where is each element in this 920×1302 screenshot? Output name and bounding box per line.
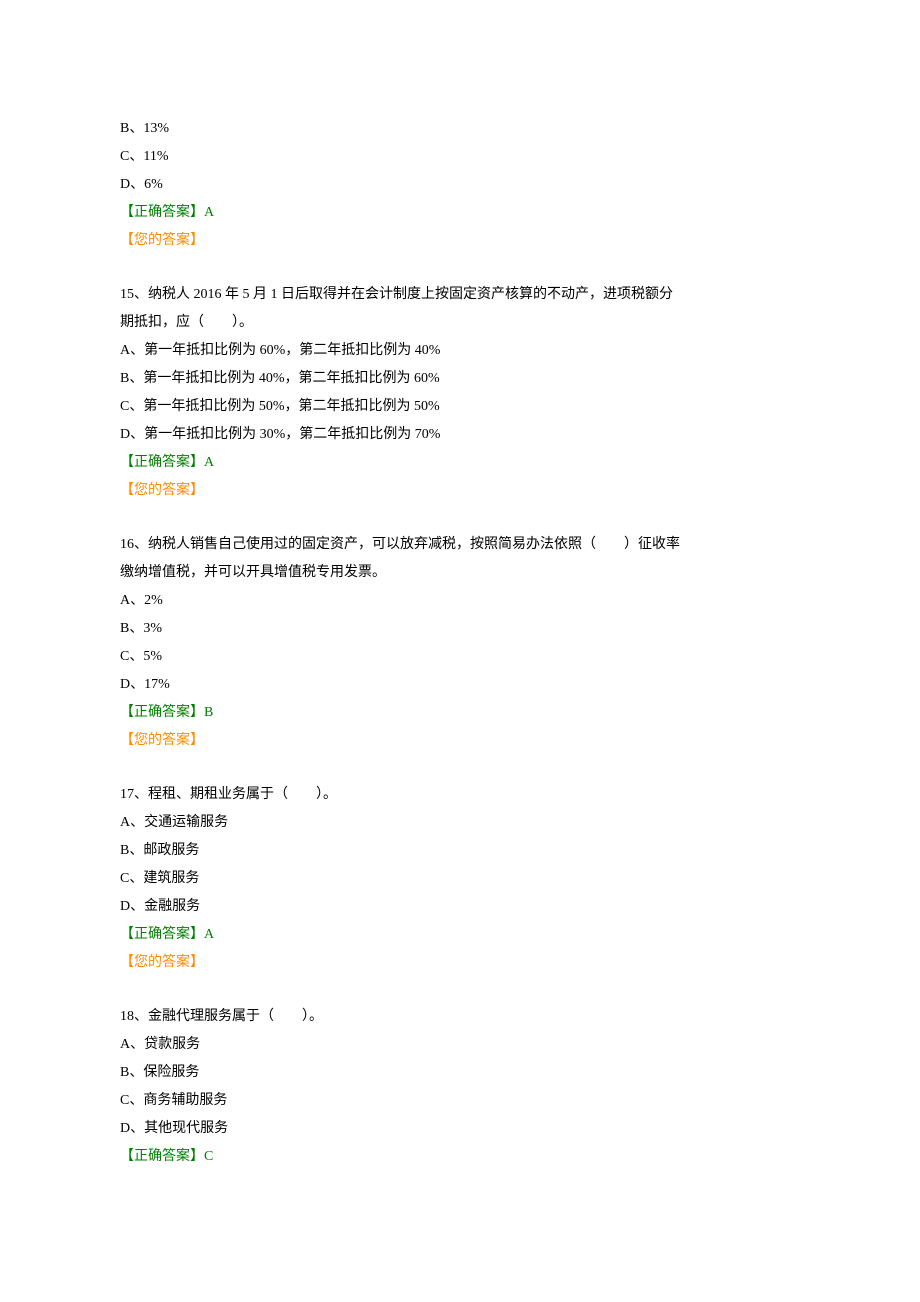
question-14-partial: B、13% C、11% D、6% 【正确答案】A 【您的答案】	[120, 115, 800, 255]
option-b: B、13%	[120, 115, 800, 143]
correct-answer-line: 【正确答案】A	[120, 921, 800, 949]
question-16: 16、纳税人销售自己使用过的固定资产，可以放弃减税，按照简易办法依照（ ）征收率…	[120, 531, 800, 755]
option-b: B、邮政服务	[120, 837, 800, 865]
correct-value: A	[204, 455, 214, 470]
option-a: A、2%	[120, 587, 800, 615]
question-text: 18、金融代理服务属于（ ）。	[120, 1003, 800, 1031]
option-d: D、金融服务	[120, 893, 800, 921]
option-b: B、保险服务	[120, 1059, 800, 1087]
question-18: 18、金融代理服务属于（ ）。 A、贷款服务 B、保险服务 C、商务辅助服务 D…	[120, 1003, 800, 1171]
correct-answer-line: 【正确答案】C	[120, 1143, 800, 1171]
option-a: A、交通运输服务	[120, 809, 800, 837]
option-c: C、5%	[120, 643, 800, 671]
question-17: 17、程租、期租业务属于（ ）。 A、交通运输服务 B、邮政服务 C、建筑服务 …	[120, 781, 800, 977]
option-a: A、第一年抵扣比例为 60%，第二年抵扣比例为 40%	[120, 337, 800, 365]
option-d: D、第一年抵扣比例为 30%，第二年抵扣比例为 70%	[120, 421, 800, 449]
your-answer-line: 【您的答案】	[120, 727, 800, 755]
correct-value: A	[204, 205, 214, 220]
correct-prefix: 【正确答案】	[120, 205, 204, 220]
question-text: 17、程租、期租业务属于（ ）。	[120, 781, 800, 809]
correct-answer-line: 【正确答案】B	[120, 699, 800, 727]
option-d: D、17%	[120, 671, 800, 699]
question-text-line2: 期抵扣，应（ ）。	[120, 309, 800, 337]
correct-answer-line: 【正确答案】A	[120, 199, 800, 227]
option-d: D、其他现代服务	[120, 1115, 800, 1143]
option-b: B、3%	[120, 615, 800, 643]
option-c: C、建筑服务	[120, 865, 800, 893]
question-text-line1: 16、纳税人销售自己使用过的固定资产，可以放弃减税，按照简易办法依照（ ）征收率	[120, 531, 800, 559]
option-c: C、第一年抵扣比例为 50%，第二年抵扣比例为 50%	[120, 393, 800, 421]
question-text-line1: 15、纳税人 2016 年 5 月 1 日后取得并在会计制度上按固定资产核算的不…	[120, 281, 800, 309]
correct-prefix: 【正确答案】	[120, 1149, 204, 1164]
option-a: A、贷款服务	[120, 1031, 800, 1059]
option-c: C、11%	[120, 143, 800, 171]
correct-value: B	[204, 705, 213, 720]
option-b: B、第一年抵扣比例为 40%，第二年抵扣比例为 60%	[120, 365, 800, 393]
your-answer-line: 【您的答案】	[120, 477, 800, 505]
correct-prefix: 【正确答案】	[120, 455, 204, 470]
correct-value: C	[204, 1149, 213, 1164]
option-c: C、商务辅助服务	[120, 1087, 800, 1115]
question-text-line2: 缴纳增值税，并可以开具增值税专用发票。	[120, 559, 800, 587]
correct-value: A	[204, 927, 214, 942]
your-answer-line: 【您的答案】	[120, 949, 800, 977]
correct-prefix: 【正确答案】	[120, 927, 204, 942]
question-15: 15、纳税人 2016 年 5 月 1 日后取得并在会计制度上按固定资产核算的不…	[120, 281, 800, 505]
correct-answer-line: 【正确答案】A	[120, 449, 800, 477]
your-answer-line: 【您的答案】	[120, 227, 800, 255]
option-d: D、6%	[120, 171, 800, 199]
correct-prefix: 【正确答案】	[120, 705, 204, 720]
